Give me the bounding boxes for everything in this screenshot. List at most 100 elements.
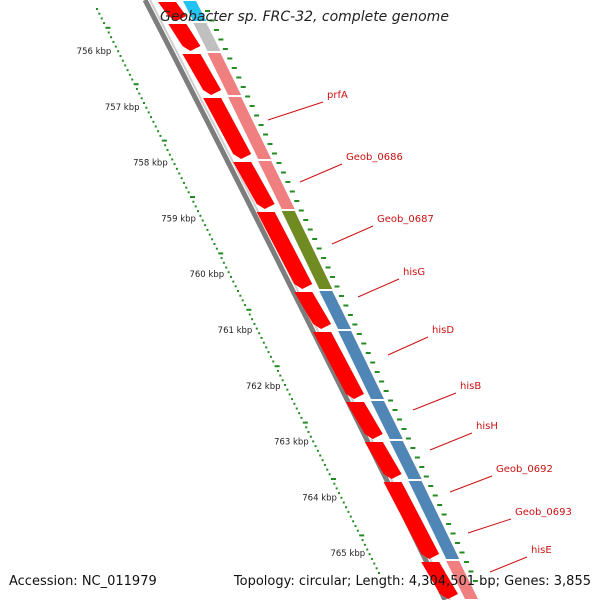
cds-arrow (256, 212, 313, 289)
tick-mark (305, 426, 308, 429)
tick-mark (159, 134, 162, 137)
tick-mark (260, 337, 263, 339)
tick-mark (237, 290, 239, 292)
tick-mark (347, 510, 350, 513)
tick-mark (331, 478, 336, 480)
accession-text: Accession: NC_011979 (9, 574, 157, 589)
tick-mark (232, 280, 235, 283)
tick-mark (343, 304, 349, 307)
tick-mark (286, 388, 289, 391)
tick-mark (345, 506, 348, 509)
tick-mark (227, 271, 230, 274)
scale-label: 756 kbp (77, 47, 112, 57)
tick-mark (145, 106, 148, 109)
gene-block (193, 23, 221, 51)
cds-arrow (158, 2, 187, 21)
scale-label: 758 kbp (133, 159, 168, 169)
tick-mark (253, 322, 256, 325)
cds-arrow (346, 402, 383, 439)
tick-mark (225, 266, 228, 269)
tick-mark (251, 318, 254, 321)
tick-mark (126, 69, 129, 72)
tick-mark (280, 171, 286, 174)
gene-label: hisB (460, 381, 481, 392)
tick-mark (205, 10, 210, 12)
tick-mark (239, 294, 242, 297)
gene-label: hisH (476, 421, 498, 432)
tick-mark (312, 440, 315, 443)
tick-mark (291, 398, 294, 401)
gene-label: Geob_0686 (346, 152, 403, 163)
tick-mark (245, 95, 251, 98)
tick-mark (374, 371, 380, 373)
tick-mark (366, 548, 369, 551)
scale-ticks (96, 8, 478, 582)
tick-mark (352, 323, 358, 326)
tick-mark (361, 539, 364, 542)
tick-mark (269, 355, 272, 358)
tick-mark (340, 496, 343, 499)
tick-mark (240, 86, 246, 88)
tick-mark (272, 360, 275, 363)
tick-mark (356, 529, 359, 532)
tick-mark (192, 200, 195, 203)
tick-mark (112, 40, 115, 43)
tick-mark (121, 59, 124, 62)
tick-mark (182, 181, 185, 184)
tick-mark (209, 19, 215, 22)
tick-mark (211, 238, 214, 241)
gene-block (183, 1, 207, 21)
tick-mark (298, 209, 304, 212)
tick-mark (338, 295, 344, 297)
tick-mark (446, 523, 452, 525)
tick-mark (356, 333, 362, 335)
tick-mark (354, 525, 357, 527)
tick-mark (222, 261, 225, 264)
tick-mark (285, 181, 291, 183)
cds-arrow (313, 332, 364, 399)
tick-mark (468, 570, 474, 573)
tick-mark (321, 459, 324, 462)
gene-block (389, 441, 422, 479)
tick-mark (267, 351, 270, 354)
tick-mark (154, 125, 157, 128)
gene-label: prfA (327, 90, 348, 101)
tick-mark (365, 352, 371, 354)
tick-mark (363, 543, 366, 546)
tick-mark (117, 50, 120, 53)
tick-mark (222, 48, 228, 50)
tick-mark (248, 313, 251, 316)
cds-arrow (233, 162, 275, 209)
tick-mark (171, 158, 174, 161)
gene-leader-line (331, 225, 374, 245)
tick-mark (213, 243, 216, 245)
tick-mark (319, 454, 322, 457)
tick-mark (333, 482, 336, 485)
tick-mark (147, 111, 150, 114)
tick-mark (368, 553, 371, 556)
tick-mark (249, 105, 255, 107)
tick-mark (100, 17, 103, 20)
tick-mark (190, 196, 195, 198)
tick-mark (201, 219, 204, 222)
scale-label: 764 kbp (302, 493, 337, 503)
tick-mark (105, 26, 111, 29)
gene-labels: prfA Geob_0686 Geob_0687 hisG hisD hisB hisH Ge… (267, 90, 572, 573)
tick-mark (298, 412, 301, 415)
tick-mark (103, 22, 106, 25)
tick-mark (213, 29, 219, 31)
tick-mark (328, 473, 331, 476)
tick-mark (312, 238, 318, 240)
tick-mark (338, 492, 341, 495)
tick-mark (459, 551, 465, 554)
gene-block (319, 291, 352, 329)
scale-label: 759 kbp (161, 214, 196, 224)
tick-mark (110, 36, 113, 39)
tick-mark (295, 407, 298, 410)
tick-mark (135, 87, 138, 90)
gene-label: hisE (531, 545, 552, 556)
page-title: Geobacter sp. FRC-32, complete genome (160, 9, 449, 25)
tick-mark (388, 399, 394, 402)
tick-mark (114, 45, 117, 48)
